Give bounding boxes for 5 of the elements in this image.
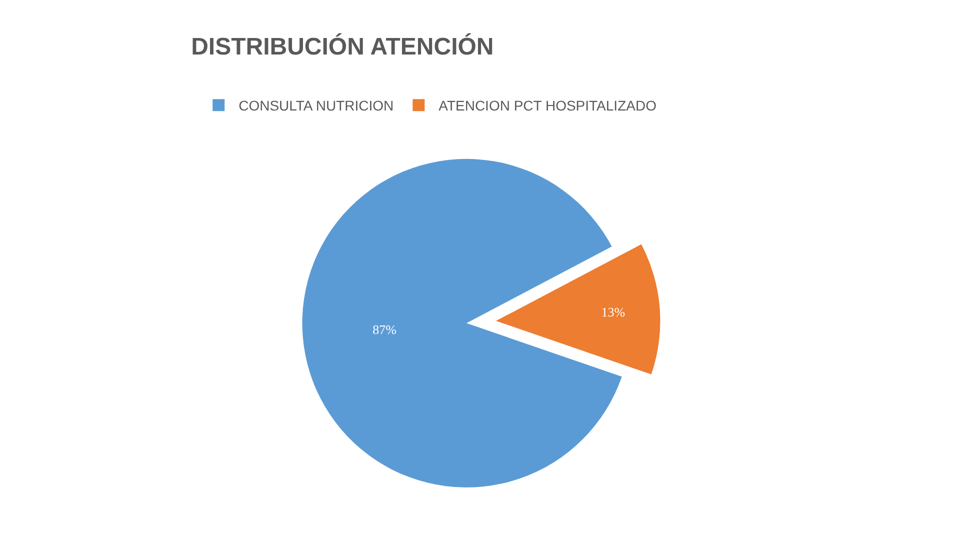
legend-label: ATENCION PCT HOSPITALIZADO: [438, 98, 657, 114]
data-label: 87%: [372, 322, 397, 337]
legend-label: CONSULTA NUTRICION: [238, 98, 394, 114]
data-label: 13%: [601, 304, 626, 320]
chart-title: DISTRIBUCIÓN ATENCIÓN: [191, 32, 494, 60]
